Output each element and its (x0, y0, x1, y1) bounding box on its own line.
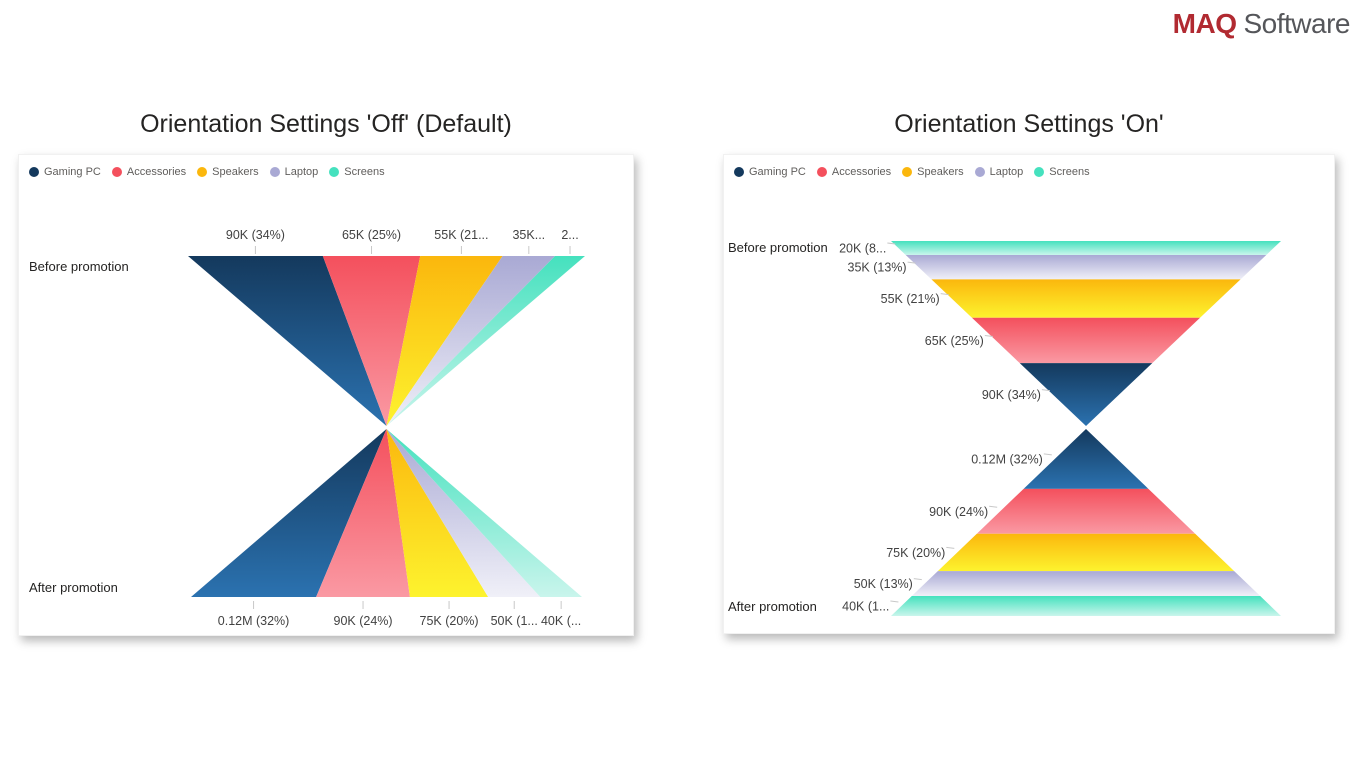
legend-item-screens[interactable]: Screens (1034, 166, 1090, 178)
data-label: 40K (1... (842, 600, 889, 614)
segment-speakers-after[interactable] (386, 429, 489, 597)
segment-gaming-pc-before[interactable] (1019, 363, 1153, 426)
data-label: 0.12M (32%) (218, 614, 290, 628)
legend-item-gaming-pc[interactable]: Gaming PC (734, 166, 806, 178)
tick (907, 261, 916, 264)
logo-suffix: Software (1243, 8, 1351, 39)
legend-item-accessories[interactable]: Accessories (816, 166, 892, 178)
data-label: 75K (20%) (420, 614, 479, 628)
legend-item-screens[interactable]: Screens (329, 166, 385, 178)
funnel-chart-off: 90K (34%) 65K (25%) 55K (21... 35K... 2... 0.… (29, 228, 586, 628)
tick (984, 334, 993, 337)
legend-item-speakers[interactable]: Speakers (902, 166, 964, 178)
data-label: 65K (25%) (342, 228, 401, 242)
category-label-before: Before promotion (728, 240, 828, 255)
legend-dot (29, 167, 39, 177)
tick (890, 600, 899, 603)
legend-dot (197, 167, 208, 177)
segment-gaming-pc-after[interactable] (191, 429, 387, 597)
tick (1043, 453, 1052, 456)
data-label: 90K (34%) (982, 388, 1041, 402)
legend-label: Screens (344, 166, 385, 178)
data-label: 35K (13%) (848, 261, 907, 275)
legend-label: Gaming PC (749, 166, 806, 178)
legend-label: Accessories (831, 166, 892, 178)
tick (940, 293, 949, 296)
legend-dot (329, 167, 340, 177)
data-label: 90K (24%) (929, 505, 988, 519)
legend-label: Speakers (212, 166, 259, 178)
legend-dot (902, 167, 913, 177)
legend-dot (974, 167, 985, 177)
legend-on: Gaming PC Accessories Speakers Laptop Screen… (734, 166, 1090, 178)
logo-brand: MAQ (1172, 8, 1237, 39)
visual-card-off: Gaming PC Accessories Speakers Laptop Screen… (18, 154, 634, 636)
legend-item-gaming-pc[interactable]: Gaming PC (29, 166, 101, 178)
segment-screens-before[interactable] (891, 241, 1281, 255)
tick (1041, 389, 1050, 392)
tick (887, 242, 896, 245)
legend-item-speakers[interactable]: Speakers (197, 166, 259, 178)
legend-item-laptop[interactable]: Laptop (974, 166, 1024, 178)
maq-software-logo: MAQ Software (1172, 8, 1351, 40)
data-label: 2... (561, 228, 578, 242)
legend-dot (269, 167, 280, 177)
segment-screens-before[interactable] (386, 256, 586, 426)
segment-gaming-pc-after[interactable] (1023, 429, 1149, 489)
category-label-before: Before promotion (29, 259, 129, 274)
legend-dot (111, 167, 122, 177)
category-label-after: After promotion (728, 599, 817, 614)
legend-item-accessories[interactable]: Accessories (111, 166, 187, 178)
segment-speakers-before[interactable] (931, 279, 1241, 318)
legend-label: Laptop (989, 166, 1024, 178)
chart-title-on: Orientation Settings 'On' (894, 110, 1164, 138)
chart-title-off: Orientation Settings 'Off' (Default) (140, 110, 512, 138)
segment-laptop-after[interactable] (911, 571, 1261, 597)
data-label: 65K (25%) (925, 334, 984, 348)
data-label: 75K (20%) (886, 546, 945, 560)
legend-label: Accessories (126, 166, 187, 178)
legend-label: Speakers (917, 166, 964, 178)
data-label: 20K (8... (839, 241, 886, 255)
legend-dot (734, 167, 744, 177)
tick (913, 578, 922, 581)
segment-speakers-after[interactable] (937, 533, 1235, 572)
data-label: 55K (21... (434, 228, 488, 242)
segment-laptop-before[interactable] (905, 254, 1267, 280)
legend-label: Gaming PC (44, 166, 101, 178)
data-label: 0.12M (32%) (971, 452, 1043, 466)
visual-card-on: Gaming PC Accessories Speakers Laptop Screen… (723, 154, 1335, 634)
segment-accessories-after[interactable] (976, 488, 1196, 534)
tick (989, 505, 998, 508)
legend-label: Screens (1049, 166, 1090, 178)
segment-accessories-before[interactable] (322, 256, 421, 426)
legend-dot (1034, 167, 1045, 177)
data-label: 90K (24%) (334, 614, 393, 628)
legend-item-laptop[interactable]: Laptop (269, 166, 319, 178)
legend-off: Gaming PC Accessories Speakers Laptop Screen… (29, 166, 385, 178)
category-label-after: After promotion (29, 580, 118, 595)
data-label: 55K (21%) (881, 292, 940, 306)
legend-label: Laptop (284, 166, 319, 178)
segment-gaming-pc-before[interactable] (188, 256, 387, 426)
tick (946, 546, 955, 549)
data-label: 50K (1... (491, 614, 538, 628)
segment-accessories-before[interactable] (971, 317, 1201, 364)
data-label: 35K... (512, 228, 545, 242)
legend-dot (816, 167, 827, 177)
data-label: 40K (... (541, 614, 581, 628)
segment-screens-after[interactable] (386, 429, 583, 597)
data-label: 50K (13%) (854, 577, 913, 591)
segment-screens-after[interactable] (891, 596, 1281, 616)
data-label: 90K (34%) (226, 228, 285, 242)
segment-accessories-after[interactable] (316, 429, 410, 597)
funnel-chart-on: 20K (8... 35K (13%) 55K (21%) 65K (25%) 90K … (728, 240, 1281, 616)
